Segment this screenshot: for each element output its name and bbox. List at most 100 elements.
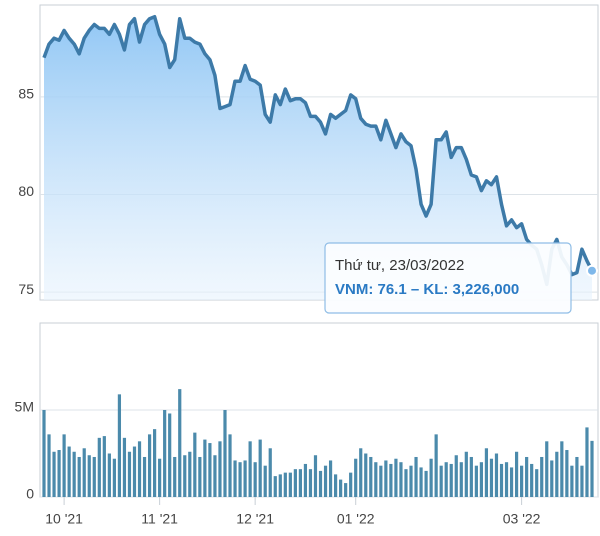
area xyxy=(44,16,592,300)
volume-bar xyxy=(77,456,81,497)
volume-bar xyxy=(132,446,137,497)
volume-bar xyxy=(203,439,207,497)
volume-bar xyxy=(258,439,262,497)
volume-bar xyxy=(72,451,76,497)
volume-bar xyxy=(163,410,167,497)
volume-bar xyxy=(444,462,448,497)
volume-bar xyxy=(585,427,589,497)
volume-bar xyxy=(318,470,323,497)
volume-bar xyxy=(404,469,408,497)
volume-bar xyxy=(52,451,56,497)
volume-bar xyxy=(374,462,378,497)
volume-bar xyxy=(419,467,423,497)
volume-bar xyxy=(62,434,66,497)
volume-bar xyxy=(459,462,463,497)
volume-bar xyxy=(158,458,162,497)
volume-bar xyxy=(535,469,539,497)
volume-bar xyxy=(117,394,122,497)
y-tick-label: 75 xyxy=(18,281,34,297)
volume-bar xyxy=(399,462,403,497)
volume-bar xyxy=(82,448,86,497)
volume-bar xyxy=(369,456,373,497)
volume-bar xyxy=(449,463,453,497)
volume-bar xyxy=(208,443,212,497)
volume-bar xyxy=(530,463,534,497)
volume-bar xyxy=(525,456,529,497)
volume-bar xyxy=(168,413,172,497)
volume-bar xyxy=(57,450,61,497)
volume-bar xyxy=(183,455,187,497)
volume-bar xyxy=(575,456,579,497)
volume-bar xyxy=(87,455,91,497)
volume-bar xyxy=(520,465,524,497)
volume-bar xyxy=(293,469,297,497)
y-tick-label: 0 xyxy=(26,486,34,502)
volume-bar xyxy=(555,451,559,497)
volume-bar xyxy=(178,389,182,497)
volume-bar xyxy=(489,458,494,497)
volume-bar xyxy=(484,448,489,497)
volume-bar xyxy=(454,455,458,497)
volume-bar xyxy=(248,441,252,497)
volume-bar xyxy=(379,465,383,497)
volume-bar xyxy=(92,456,96,497)
volume-bar xyxy=(590,440,594,497)
volume-bar xyxy=(253,462,257,497)
volume-bar xyxy=(570,465,574,497)
volume-bar xyxy=(429,458,433,497)
volume-bar xyxy=(494,453,499,497)
volume-bar xyxy=(288,472,292,497)
volume-bar xyxy=(102,436,106,497)
volume-bar xyxy=(243,460,247,497)
y-tick-label: 80 xyxy=(18,183,34,199)
volume-bar xyxy=(298,469,303,497)
volume-bar xyxy=(540,456,544,497)
y-tick-label: 5M xyxy=(15,399,34,415)
x-tick-label: 11 '21 xyxy=(141,511,178,527)
volume-bar xyxy=(545,441,549,497)
volume-bar xyxy=(283,472,287,497)
volume-bar xyxy=(112,458,116,497)
volume-bar xyxy=(268,448,272,497)
volume-bar xyxy=(153,429,157,497)
volume-bar xyxy=(384,460,388,497)
x-tick-label: 01 '22 xyxy=(337,511,375,527)
volume-bar xyxy=(323,465,328,497)
volume-bar xyxy=(147,434,152,497)
volume-bar xyxy=(434,434,438,497)
volume-bar xyxy=(469,456,473,497)
volume-bar xyxy=(394,458,398,497)
volume-bar xyxy=(278,474,282,497)
volume-bar xyxy=(173,456,177,497)
volume-bar xyxy=(198,456,202,497)
volume-bar xyxy=(238,462,242,497)
volume-bar xyxy=(218,441,222,497)
volume-bar xyxy=(339,479,343,497)
volume-bar xyxy=(333,474,338,497)
volume-bar xyxy=(127,451,132,497)
volume-bar xyxy=(228,434,232,497)
volume-bar xyxy=(313,455,318,497)
volume-bar xyxy=(514,451,519,497)
plot-layer: 75 80 85 Thứ tư, 23/03/2022 VNM: 76.1 – KL: … xyxy=(15,4,599,527)
volume-bar xyxy=(424,470,428,497)
volume-bar xyxy=(349,472,353,497)
x-tick-label: 03 '22 xyxy=(503,511,541,527)
volume-bar xyxy=(137,441,142,497)
volume-bar xyxy=(439,465,443,497)
volume-bar xyxy=(474,465,478,497)
volume-bar xyxy=(47,434,51,497)
volume-bar xyxy=(67,446,71,497)
volume-bar xyxy=(223,410,227,497)
volume-bar xyxy=(414,456,418,497)
volume-bar xyxy=(354,458,358,497)
volume-bar xyxy=(464,451,468,497)
volume-bar xyxy=(97,437,101,497)
volume-bar xyxy=(504,462,509,497)
volume-bar xyxy=(389,463,393,497)
volume-bar xyxy=(263,465,267,497)
volume-bar xyxy=(107,453,111,497)
volume-bar xyxy=(188,451,192,497)
volume-bar xyxy=(303,463,308,497)
